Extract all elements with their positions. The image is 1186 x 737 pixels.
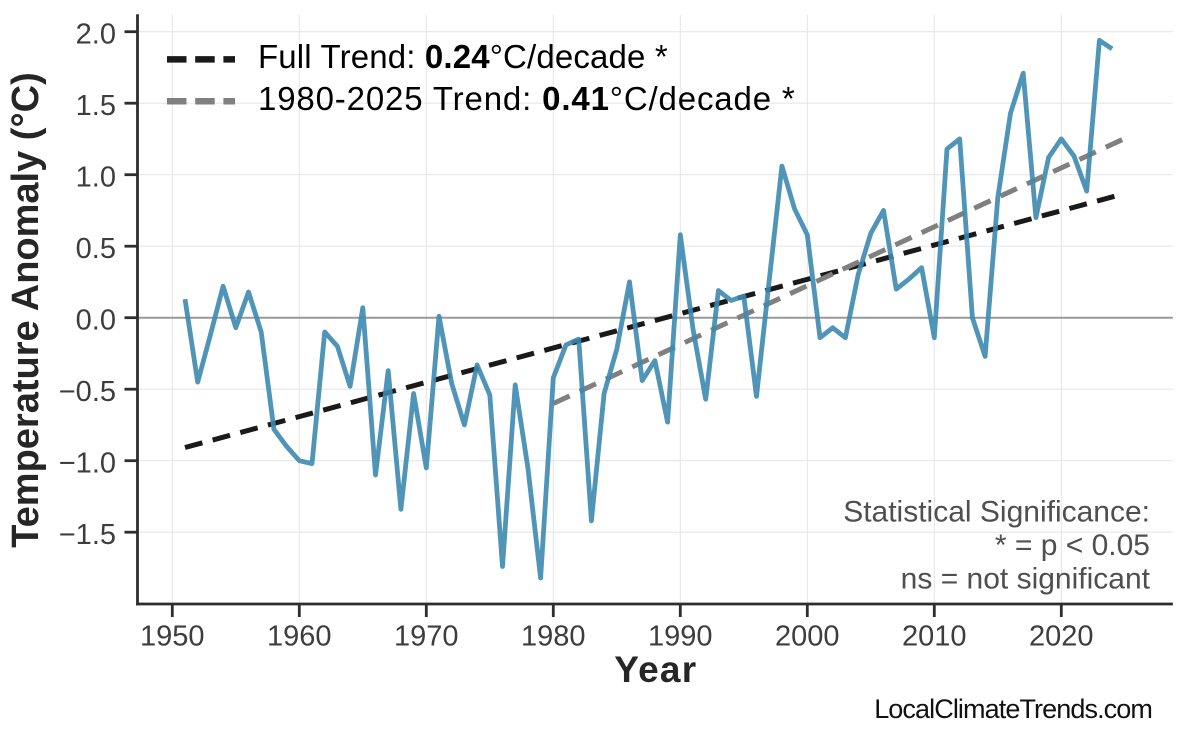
svg-text:Statistical Significance:: Statistical Significance: <box>843 496 1150 529</box>
svg-text:0.5: 0.5 <box>76 233 116 265</box>
svg-text:2020: 2020 <box>1029 621 1094 653</box>
svg-text:2000: 2000 <box>775 621 840 653</box>
svg-text:Year: Year <box>614 649 697 690</box>
svg-text:1950: 1950 <box>140 621 205 653</box>
svg-text:1990: 1990 <box>648 621 713 653</box>
svg-text:−0.5: −0.5 <box>59 376 116 408</box>
svg-text:1960: 1960 <box>267 621 332 653</box>
svg-text:0.0: 0.0 <box>76 305 116 337</box>
svg-text:2010: 2010 <box>902 621 967 653</box>
svg-text:−1.5: −1.5 <box>59 519 116 551</box>
svg-text:1970: 1970 <box>394 621 459 653</box>
svg-text:* = p < 0.05: * = p < 0.05 <box>995 529 1150 562</box>
svg-text:1980-2025 Trend: 0.41°C/decade: 1980-2025 Trend: 0.41°C/decade * <box>258 80 796 117</box>
svg-text:Full Trend: 0.24°C/decade *: Full Trend: 0.24°C/decade * <box>258 38 668 75</box>
svg-text:1980: 1980 <box>521 621 586 653</box>
svg-text:Temperature Anomaly (°C): Temperature Anomaly (°C) <box>5 72 47 548</box>
svg-text:LocalClimateTrends.com: LocalClimateTrends.com <box>874 694 1152 724</box>
svg-text:1.0: 1.0 <box>76 162 116 194</box>
svg-text:ns = not significant: ns = not significant <box>901 563 1151 596</box>
svg-text:1.5: 1.5 <box>76 90 116 122</box>
svg-text:−1.0: −1.0 <box>59 448 116 480</box>
svg-text:2.0: 2.0 <box>76 19 116 51</box>
